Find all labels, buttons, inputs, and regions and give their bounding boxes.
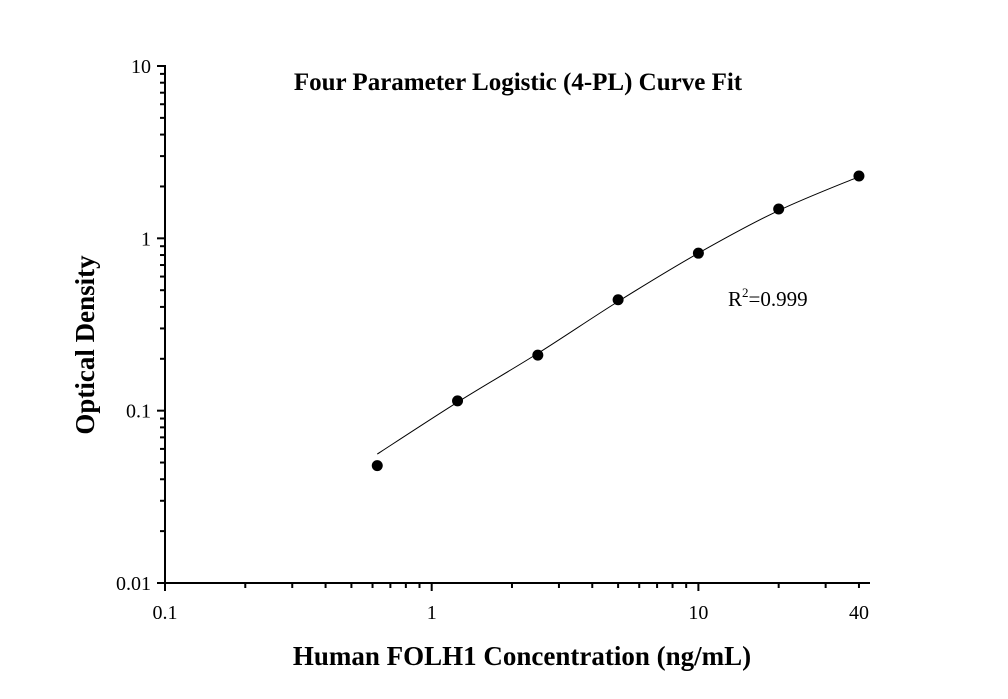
data-point (853, 170, 865, 182)
axes (164, 65, 870, 584)
y-tick-label: 1 (141, 228, 151, 250)
data-points (371, 170, 865, 472)
x-axis-title: Human FOLH1 Concentration (ng/mL) (293, 641, 751, 671)
chart-title: Four Parameter Logistic (4-PL) Curve Fit (294, 69, 743, 96)
y-tick-label: 0.01 (116, 573, 151, 595)
y-tick-label: 0.1 (126, 401, 151, 423)
data-point (692, 247, 704, 259)
data-point (371, 460, 383, 472)
x-tick-label: 0.1 (153, 602, 178, 624)
x-tick-label: 1 (427, 602, 437, 624)
y-tick-label: 10 (131, 56, 151, 78)
data-point (773, 203, 785, 215)
fit-curve (376, 176, 860, 455)
data-point (452, 395, 464, 407)
data-point (532, 349, 544, 361)
r-squared-annotation: R2=0.999 (728, 285, 808, 311)
x-tick-label: 10 (688, 602, 708, 624)
x-tick-label: 40 (849, 602, 869, 624)
data-point (612, 294, 624, 306)
y-axis-title: Optical Density (70, 255, 100, 435)
